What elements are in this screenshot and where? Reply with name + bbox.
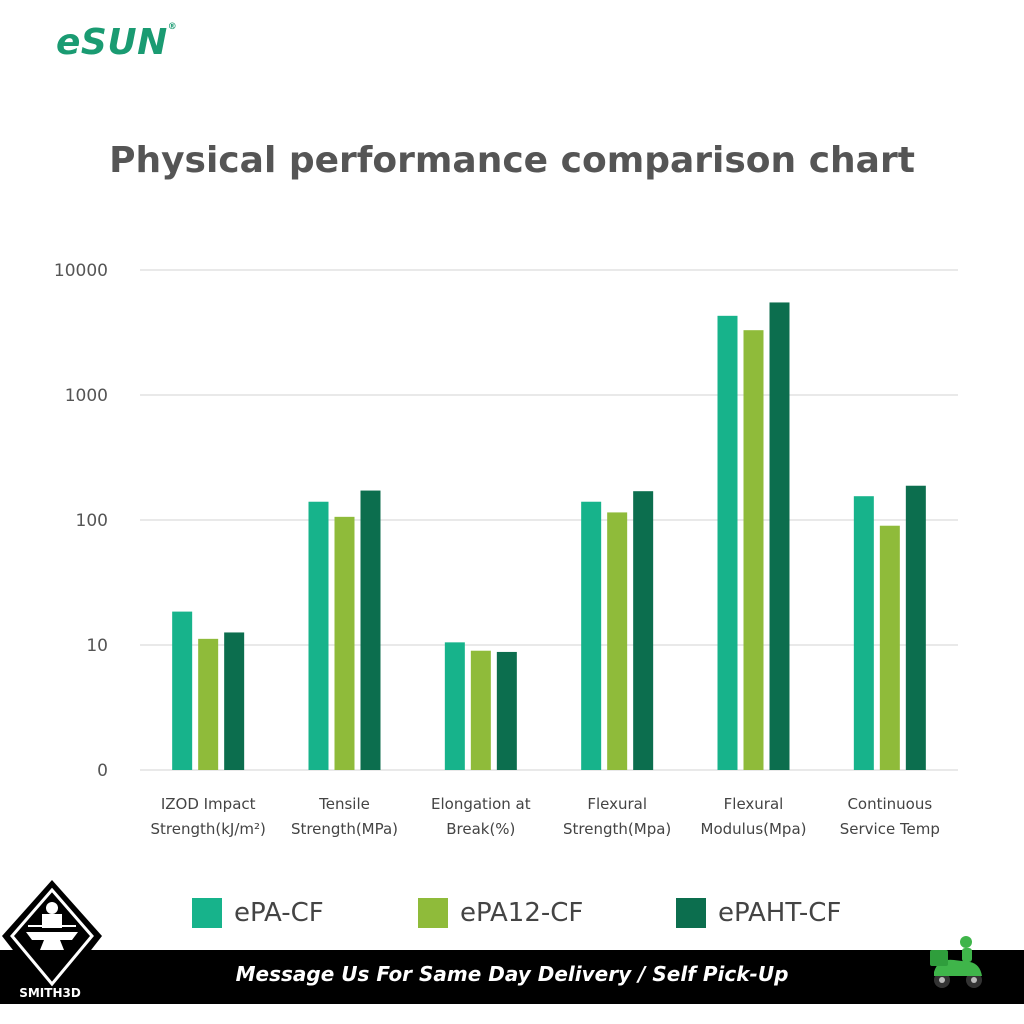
bar-epaht-cf [633, 491, 654, 770]
x-tick-label: Flexural [587, 795, 647, 813]
x-tick-label: Continuous [847, 795, 932, 813]
x-tick-label: Modulus(Mpa) [701, 820, 807, 838]
gridlines [140, 269, 958, 771]
bars [172, 302, 926, 770]
registered-mark: ® [167, 22, 178, 32]
x-tick-label: Service Temp [840, 820, 940, 838]
promo-banner [0, 950, 1024, 1004]
legend-item-epa12-cf: ePA12-CF [418, 898, 583, 928]
legend-label-epa12-cf: ePA12-CF [460, 898, 584, 928]
x-tick-label: Strength(Mpa) [563, 820, 671, 838]
x-tick-label: IZOD Impact [161, 795, 256, 813]
bar-epa-cf [444, 642, 465, 770]
esun-logo: eSUN® [56, 22, 177, 63]
bar-chart: 0 10 100 1000 10000 IZOD Impact Strength(kJ/m… [54, 261, 958, 838]
bar-epa12-cf [334, 516, 355, 770]
bar-epa-cf [717, 315, 738, 770]
x-tick-label: Elongation at [431, 795, 531, 813]
bar-epaht-cf [769, 302, 790, 770]
bar-epaht-cf [905, 485, 926, 770]
y-axis-ticks: 0 10 100 1000 10000 [54, 261, 108, 781]
logo-sun: SUN [80, 22, 168, 63]
legend-item-epaht-cf: ePAHT-CF [676, 898, 841, 928]
banner-text: Message Us For Same Day Delivery / Self … [235, 962, 789, 986]
legend-swatch-epa-cf [192, 898, 222, 928]
bar-epa12-cf [198, 638, 219, 770]
delivery-scooter-icon [930, 936, 982, 988]
y-tick-label: 0 [97, 761, 108, 781]
x-tick-label: Flexural [724, 795, 784, 813]
bar-epaht-cf [496, 651, 517, 770]
logo-e: e [56, 22, 81, 63]
legend-swatch-epaht-cf [676, 898, 706, 928]
badge-text: SMITH3D [19, 986, 81, 1000]
legend-item-epa-cf: ePA-CF [192, 898, 324, 928]
y-tick-label: 10000 [54, 261, 108, 281]
x-tick-label: Break(%) [446, 820, 515, 838]
bar-epa-cf [853, 496, 874, 770]
bar-epa-cf [308, 501, 329, 770]
bar-epa12-cf [879, 525, 900, 770]
smith3d-anvil-badge-icon [2, 880, 102, 1000]
x-tick-label: Strength(MPa) [291, 820, 398, 838]
bar-epa-cf [581, 501, 602, 770]
legend-label-epa-cf: ePA-CF [234, 898, 324, 928]
y-tick-label: 10 [86, 636, 108, 656]
x-tick-label: Strength(kJ/m²) [150, 820, 265, 838]
bar-epa12-cf [607, 512, 628, 770]
legend: ePA-CF ePA12-CF ePAHT-CF [0, 898, 1024, 938]
y-tick-label: 1000 [65, 386, 108, 406]
y-tick-label: 100 [76, 511, 108, 531]
x-axis-labels: IZOD Impact Strength(kJ/m²) Tensile Strengt… [150, 795, 939, 838]
bar-epa12-cf [470, 650, 491, 770]
chart-title: Physical performance comparison chart [109, 140, 915, 181]
legend-swatch-epa12-cf [418, 898, 448, 928]
legend-label-epaht-cf: ePAHT-CF [718, 898, 842, 928]
bar-epaht-cf [360, 490, 381, 770]
bar-epa12-cf [743, 330, 764, 770]
bar-epaht-cf [224, 632, 245, 770]
x-tick-label: Tensile [318, 795, 370, 813]
bar-epa-cf [172, 611, 193, 770]
